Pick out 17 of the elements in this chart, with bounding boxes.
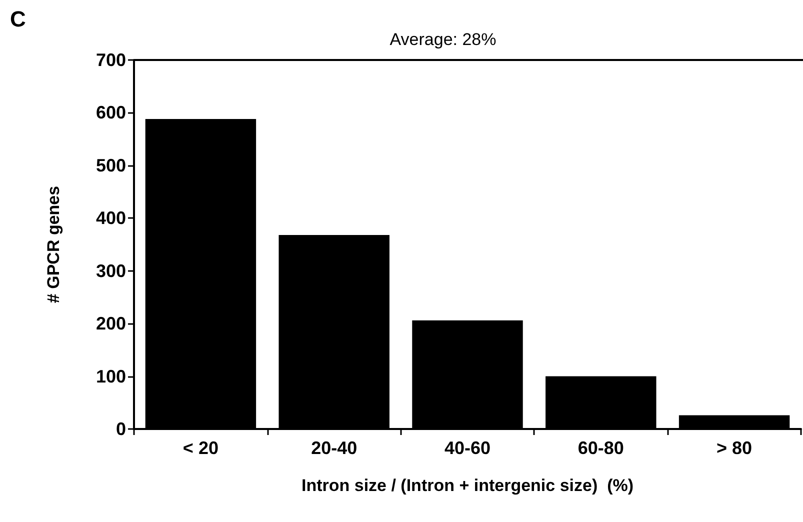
x-axis-title: Intron size / (Intron + intergenic size) (%) — [301, 476, 634, 495]
y-tick-label: 500 — [96, 155, 126, 176]
y-tick-label: 0 — [116, 419, 126, 439]
x-tick-label: 20-40 — [311, 438, 358, 458]
x-tick-label: 60-80 — [578, 438, 624, 458]
y-tick-label: 300 — [96, 260, 126, 281]
y-axis-title: # GPCR genes — [44, 186, 63, 304]
text: C — [10, 6, 26, 32]
y-tick-label: 700 — [96, 50, 126, 70]
x-tick-label: < 20 — [182, 438, 218, 458]
y-tick-label: 100 — [96, 366, 126, 386]
chart-title: Average: 28% — [390, 30, 496, 49]
y-tick-label: 600 — [96, 102, 126, 123]
x-tick-label: 40-60 — [444, 438, 491, 458]
x-tick-label: > 80 — [716, 438, 752, 458]
y-tick-label: 200 — [96, 314, 126, 334]
y-tick-label: 400 — [96, 208, 126, 228]
